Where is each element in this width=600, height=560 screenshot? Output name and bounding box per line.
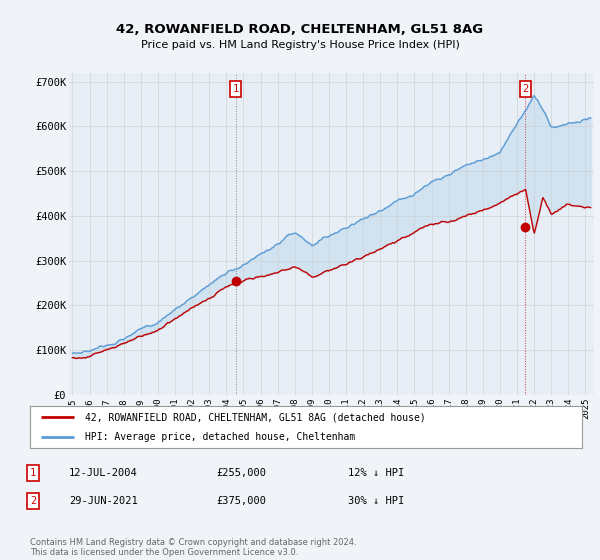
Text: 42, ROWANFIELD ROAD, CHELTENHAM, GL51 8AG (detached house): 42, ROWANFIELD ROAD, CHELTENHAM, GL51 8A… bbox=[85, 412, 426, 422]
Text: Price paid vs. HM Land Registry's House Price Index (HPI): Price paid vs. HM Land Registry's House … bbox=[140, 40, 460, 50]
Text: 29-JUN-2021: 29-JUN-2021 bbox=[69, 496, 138, 506]
Text: 30% ↓ HPI: 30% ↓ HPI bbox=[348, 496, 404, 506]
Text: 1: 1 bbox=[232, 84, 239, 94]
Text: 1: 1 bbox=[30, 468, 36, 478]
Text: £375,000: £375,000 bbox=[216, 496, 266, 506]
Text: 42, ROWANFIELD ROAD, CHELTENHAM, GL51 8AG: 42, ROWANFIELD ROAD, CHELTENHAM, GL51 8A… bbox=[116, 24, 484, 36]
Text: £255,000: £255,000 bbox=[216, 468, 266, 478]
Text: 2: 2 bbox=[523, 84, 529, 94]
Text: 12% ↓ HPI: 12% ↓ HPI bbox=[348, 468, 404, 478]
Text: Contains HM Land Registry data © Crown copyright and database right 2024.
This d: Contains HM Land Registry data © Crown c… bbox=[30, 538, 356, 557]
Text: 12-JUL-2004: 12-JUL-2004 bbox=[69, 468, 138, 478]
Text: HPI: Average price, detached house, Cheltenham: HPI: Average price, detached house, Chel… bbox=[85, 432, 355, 442]
Text: 2: 2 bbox=[30, 496, 36, 506]
